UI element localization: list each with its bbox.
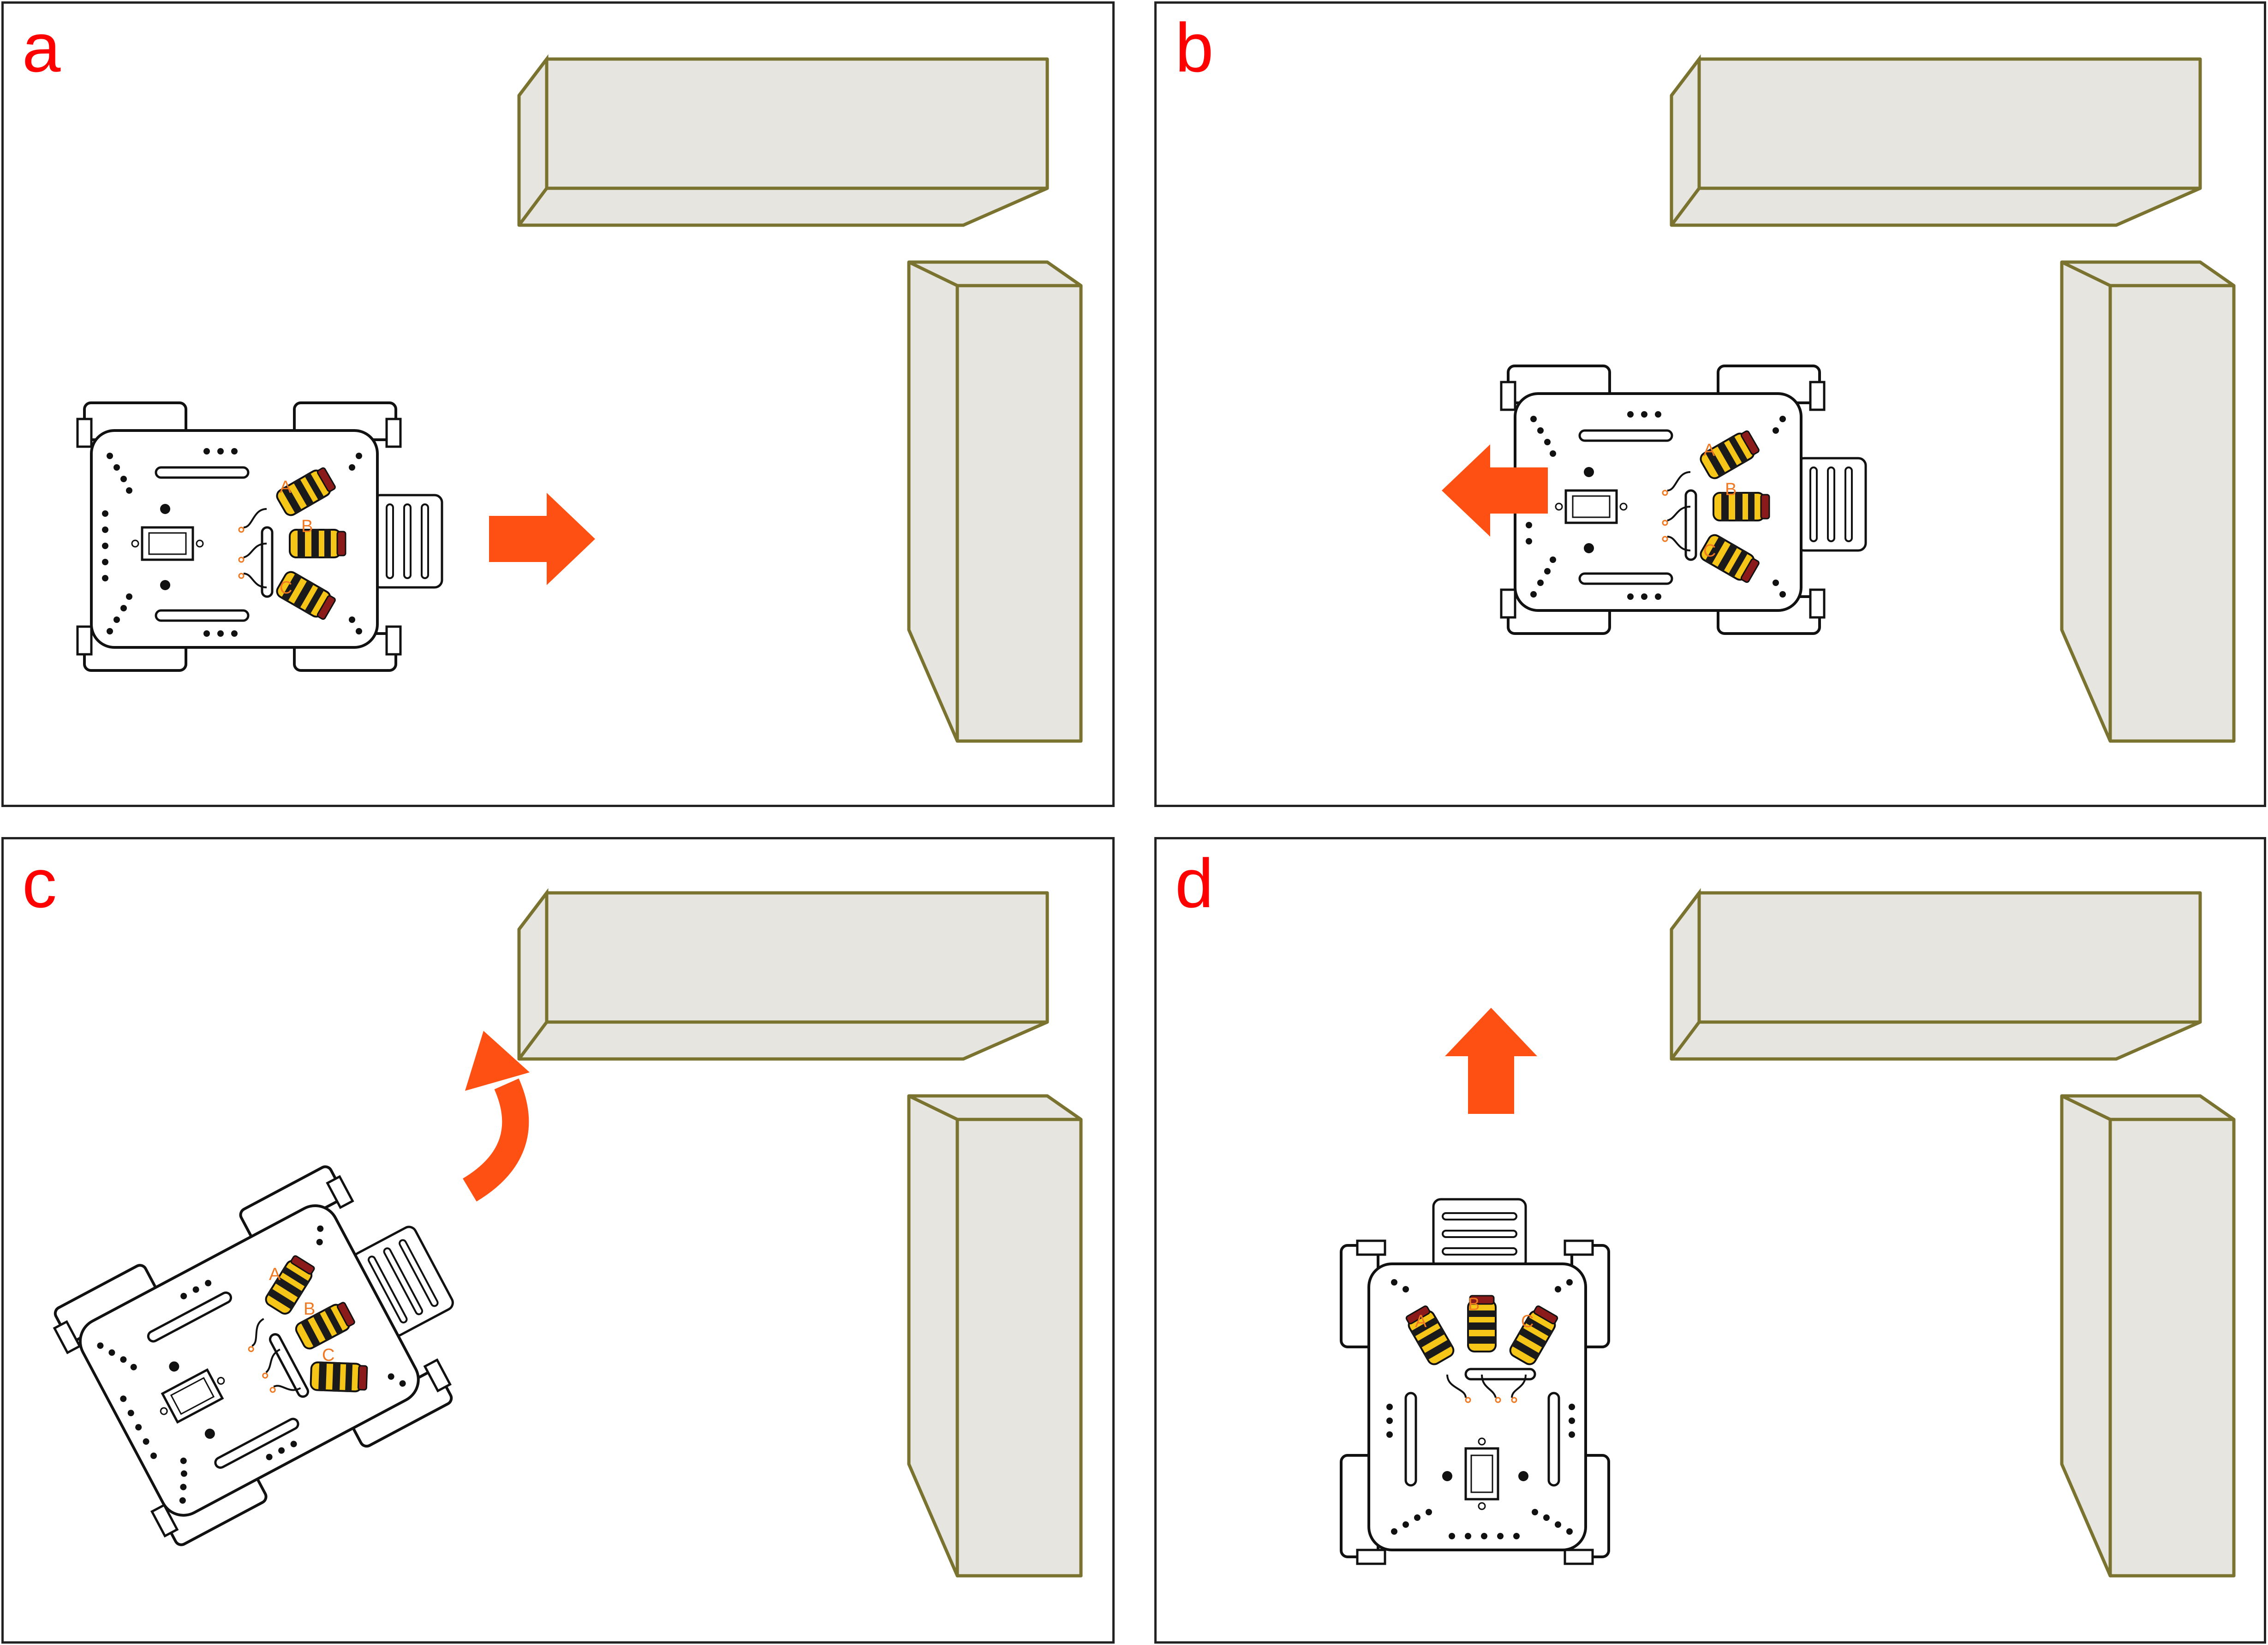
sensor-label-a: A (269, 1265, 281, 1284)
panel-b-scene: A B C (1442, 54, 2236, 743)
sensor-label-c: C (1703, 541, 1716, 561)
panel-label: b (1175, 9, 1214, 86)
panel-a: a A B C (1, 1, 1115, 807)
panel-c: c A B C (1, 837, 1115, 1644)
sensor-label-c: C (1521, 1312, 1534, 1331)
top-wall (1670, 888, 2202, 1061)
side-wall (907, 260, 1083, 743)
top-wall (1670, 54, 2202, 227)
panel-a-scene: A B C (4, 54, 1083, 743)
sensor-label-b: B (304, 1299, 315, 1319)
sensor-label-b: B (301, 517, 313, 536)
robot-car-icon (78, 403, 442, 670)
sensor-label-b: B (1468, 1295, 1480, 1314)
panel-d: d A B C (1154, 837, 2266, 1644)
robot-car-icon (1341, 1199, 1609, 1564)
top-wall (517, 54, 1049, 227)
sensor-label-a: A (1415, 1312, 1427, 1331)
panel-label: a (22, 9, 61, 86)
side-wall (907, 1094, 1083, 1578)
side-wall (2060, 260, 2236, 743)
arrow-icon (1445, 1008, 1537, 1114)
sensor-label-a: A (280, 478, 292, 497)
robot-car-icon (47, 1143, 495, 1550)
arrow-icon (462, 1031, 530, 1202)
panel-d-scene: A B C (1157, 888, 2236, 1578)
robot-car-icon (1501, 366, 1866, 634)
sensor-label-c: C (322, 1346, 334, 1365)
panel-label: c (22, 844, 57, 922)
panel-b: b A B C (1154, 1, 2266, 807)
arrow-icon (489, 493, 595, 585)
top-wall (517, 888, 1049, 1061)
side-wall (2060, 1094, 2236, 1578)
panel-label: d (1175, 844, 1214, 922)
panel-c-scene: A B C (4, 888, 1083, 1578)
sensor-label-a: A (1703, 441, 1715, 460)
sensor-label-c: C (280, 578, 292, 598)
sensor-label-b: B (1725, 480, 1737, 499)
